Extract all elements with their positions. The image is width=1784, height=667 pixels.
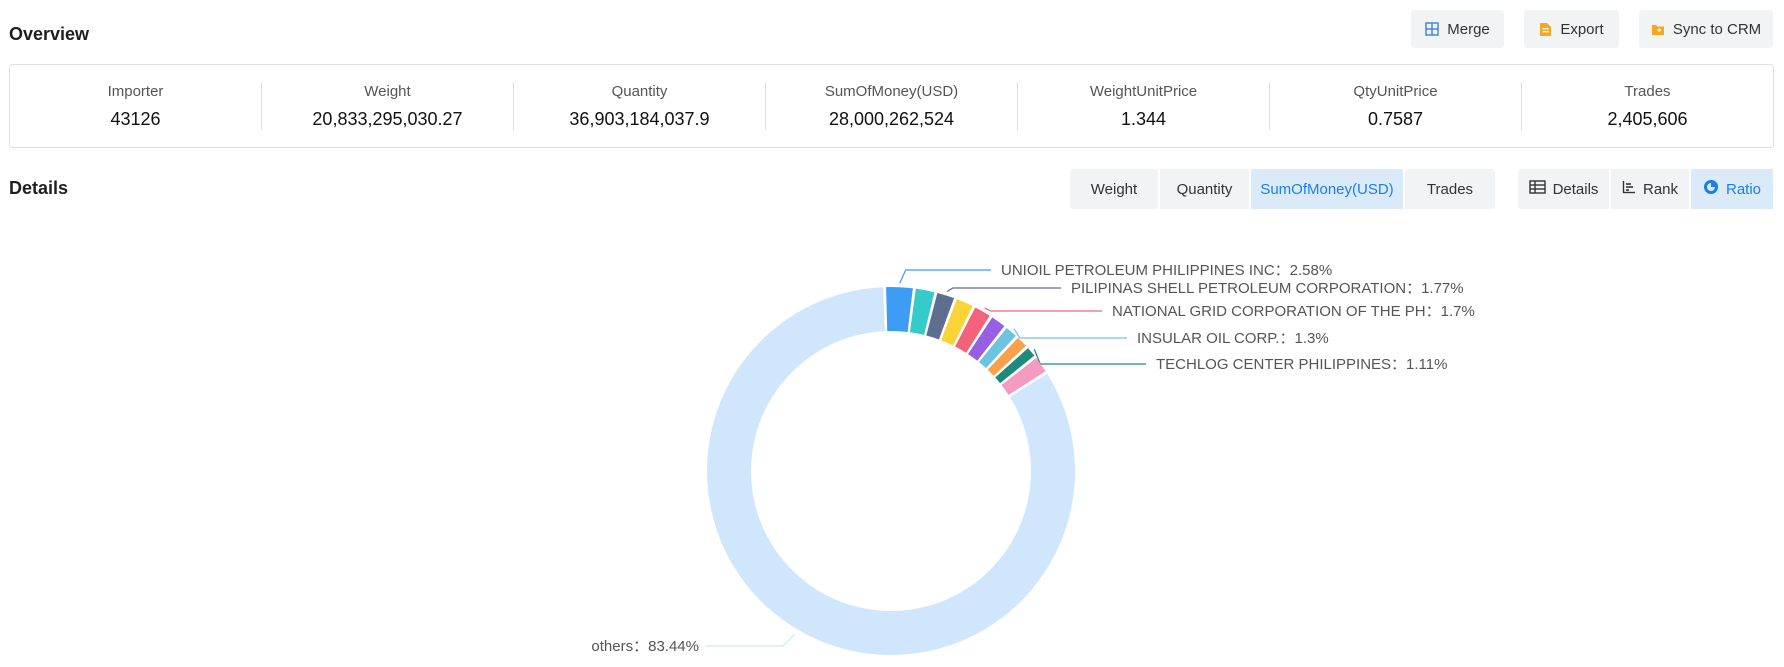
stat-value: 1.344 [1120, 108, 1167, 129]
tab-rank-label: Rank [1642, 180, 1679, 198]
slice-label: PILIPINAS SHELL PETROLEUM CORPORATION：1.… [1071, 280, 1464, 297]
stat-importer: Importer 43126 [10, 82, 262, 130]
ratio-donut-chart: UNIOIL PETROLEUM PHILIPPINES INC：2.58%PI… [591, 262, 1475, 655]
stat-value: 2,405,606 [1607, 108, 1688, 129]
stat-value: 0.7587 [1367, 108, 1424, 129]
tab-details[interactable]: Details [1518, 169, 1611, 209]
view-tabs: Details Rank Ratio [1518, 169, 1773, 209]
label-leader-line [705, 633, 796, 647]
merge-grid-icon [1425, 22, 1439, 36]
donut-ratio-icon [1703, 179, 1719, 199]
metric-tabs: Weight Quantity SumOfMoney(USD) Trades [1070, 169, 1495, 209]
stat-quantity: Quantity 36,903,184,037.9 [514, 82, 766, 130]
label-leader-line [984, 307, 1102, 312]
export-file-icon [1539, 22, 1552, 37]
crm-folder-icon [1651, 23, 1665, 36]
label-leader-line [946, 287, 1061, 293]
stat-label: Importer [107, 82, 164, 100]
donut-slice[interactable] [987, 337, 1026, 376]
stat-weight-unit-price: WeightUnitPrice 1.344 [1018, 82, 1270, 130]
donut-slice[interactable] [955, 307, 990, 353]
slice-label: NATIONAL GRID CORPORATION OF THE PH：1.7% [1112, 303, 1475, 320]
label-leader-line [1033, 349, 1146, 365]
tab-rank[interactable]: Rank [1611, 169, 1691, 209]
export-button-label: Export [1560, 20, 1604, 38]
donut-slice[interactable] [886, 287, 913, 332]
tab-details-label: Details [1552, 180, 1599, 198]
donut-slice[interactable] [979, 327, 1016, 369]
stat-trades: Trades 2,405,606 [1522, 82, 1773, 130]
stat-label: SumOfMoney(USD) [824, 82, 959, 100]
stat-value: 28,000,262,524 [828, 108, 955, 129]
stat-label: WeightUnitPrice [1089, 82, 1198, 100]
tab-sum-of-money[interactable]: SumOfMoney(USD) [1251, 169, 1405, 209]
label-leader-line [1013, 328, 1127, 339]
export-button[interactable]: Export [1524, 10, 1619, 48]
stat-label: Trades [1624, 82, 1671, 100]
stat-value: 36,903,184,037.9 [569, 108, 710, 129]
stat-value: 43126 [110, 108, 161, 129]
stat-value: 20,833,295,030.27 [312, 108, 463, 129]
label-leader-line [899, 269, 991, 284]
rank-bars-icon [1622, 180, 1636, 198]
slice-label: others：83.44% [591, 638, 699, 655]
donut-slice[interactable] [941, 299, 973, 346]
tab-ratio-label: Ratio [1725, 180, 1762, 198]
tab-quantity[interactable]: Quantity [1160, 169, 1251, 209]
stat-sum-of-money: SumOfMoney(USD) 28,000,262,524 [766, 82, 1018, 130]
donut-slice[interactable] [926, 292, 955, 340]
stat-weight: Weight 20,833,295,030.27 [262, 82, 514, 130]
sync-button-label: Sync to CRM [1672, 20, 1762, 38]
stat-label: Quantity [611, 82, 668, 100]
stat-label: QtyUnitPrice [1353, 82, 1438, 100]
sync-to-crm-button[interactable]: Sync to CRM [1639, 10, 1773, 48]
donut-slice[interactable] [1001, 357, 1046, 396]
overview-stats: Importer 43126 Weight 20,833,295,030.27 … [9, 64, 1774, 148]
table-icon [1528, 180, 1546, 198]
overview-title: Overview [9, 24, 90, 44]
donut-slice[interactable] [968, 317, 1005, 361]
tab-ratio[interactable]: Ratio [1691, 169, 1773, 209]
merge-button[interactable]: Merge [1411, 10, 1504, 48]
tab-trades[interactable]: Trades [1426, 180, 1474, 198]
slice-label: INSULAR OIL CORP.：1.3% [1137, 330, 1329, 347]
donut-slice[interactable] [909, 288, 935, 335]
merge-button-label: Merge [1447, 20, 1490, 38]
slice-label: TECHLOG CENTER PHILIPPINES：1.11% [1156, 356, 1447, 373]
donut-slice[interactable] [995, 348, 1035, 384]
stat-qty-unit-price: QtyUnitPrice 0.7587 [1270, 82, 1522, 130]
stat-label: Weight [364, 82, 411, 100]
tab-weight[interactable]: Weight [1070, 169, 1160, 209]
details-title: Details [9, 178, 69, 198]
slice-label: UNIOIL PETROLEUM PHILIPPINES INC：2.58% [1001, 262, 1332, 279]
